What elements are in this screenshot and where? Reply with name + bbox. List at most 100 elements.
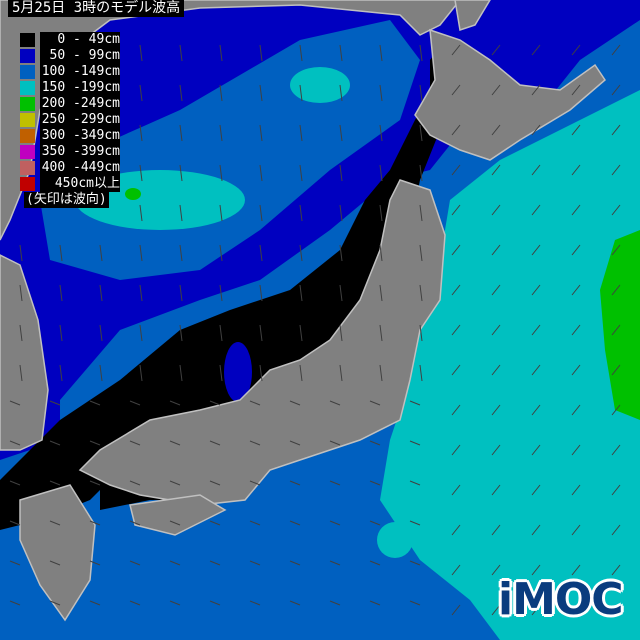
wave-direction-arrow <box>49 560 61 566</box>
wave-direction-arrow <box>139 84 143 102</box>
wave-direction-arrow <box>9 600 21 606</box>
wave-direction-arrow <box>19 324 23 342</box>
wave-direction-arrow <box>491 124 501 136</box>
zone-200-249-blob <box>125 188 141 200</box>
wave-direction-arrow <box>491 364 501 376</box>
wave-direction-arrow <box>409 600 421 606</box>
wave-direction-arrow <box>409 480 421 486</box>
wave-direction-arrow <box>139 164 143 182</box>
legend-swatch <box>20 65 35 79</box>
wave-direction-arrow <box>571 484 581 496</box>
wave-direction-arrow <box>419 204 423 222</box>
wave-direction-arrow <box>571 604 581 616</box>
wave-direction-arrow <box>419 84 423 102</box>
wave-direction-arrow <box>611 204 621 216</box>
wave-direction-arrow <box>379 124 383 142</box>
wave-direction-arrow <box>611 364 621 376</box>
legend-label: 50 - 99cm <box>40 48 120 64</box>
wave-direction-arrow <box>531 404 541 416</box>
wave-direction-arrow <box>289 440 301 446</box>
land <box>0 0 606 622</box>
wave-direction-arrow <box>491 204 501 216</box>
legend-item: 100 -149cm <box>20 64 120 80</box>
wave-direction-arrow <box>451 524 461 536</box>
wave-direction-arrow <box>339 204 343 222</box>
wave-direction-arrow <box>289 560 301 566</box>
wave-direction-arrow <box>571 324 581 336</box>
wave-direction-arrow <box>99 364 103 382</box>
wave-direction-arrow <box>419 364 423 382</box>
wave-direction-arrow <box>179 204 183 222</box>
legend-item: 400 -449cm <box>20 160 120 176</box>
wave-direction-arrow <box>611 124 621 136</box>
wave-direction-arrow <box>19 284 23 302</box>
wave-direction-arrow <box>329 400 341 406</box>
wave-direction-arrow <box>611 564 621 576</box>
wave-direction-arrow <box>329 520 341 526</box>
legend: 0 - 49cm 50 - 99cm 100 -149cm 150 -199cm 200… <box>20 32 120 192</box>
legend-label: 450cm以上 <box>40 176 120 192</box>
wave-direction-arrow <box>299 164 303 182</box>
wave-direction-arrow <box>451 124 461 136</box>
wave-direction-arrow <box>491 284 501 296</box>
wave-direction-arrow <box>531 124 541 136</box>
wave-direction-arrow <box>531 324 541 336</box>
legend-item: 450cm以上 <box>20 176 120 192</box>
wave-direction-arrow <box>89 600 101 606</box>
wave-direction-arrow <box>259 44 263 62</box>
wave-direction-arrow <box>379 44 383 62</box>
wave-direction-arrow <box>49 440 61 446</box>
wave-direction-arrow <box>129 400 141 406</box>
wave-direction-arrow <box>451 284 461 296</box>
wave-direction-arrow <box>451 324 461 336</box>
wave-direction-arrow <box>571 164 581 176</box>
legend-label: 0 - 49cm <box>40 32 120 48</box>
wave-direction-arrow <box>179 244 183 262</box>
land-honshu <box>78 179 446 506</box>
wave-direction-arrow <box>9 440 21 446</box>
wave-direction-arrow <box>571 124 581 136</box>
wave-direction-arrow <box>89 480 101 486</box>
wave-direction-arrow <box>531 84 541 96</box>
wave-direction-arrow <box>491 44 501 56</box>
wave-direction-arrow <box>249 480 261 486</box>
wave-direction-arrow <box>209 600 221 606</box>
wave-direction-arrow <box>571 364 581 376</box>
wave-direction-arrow <box>339 124 343 142</box>
wave-direction-arrow <box>329 440 341 446</box>
wave-direction-arrow <box>379 84 383 102</box>
wave-direction-arrow <box>379 324 383 342</box>
wave-direction-arrow <box>531 204 541 216</box>
legend-label: 200 -249cm <box>40 96 120 112</box>
land-sakhalin <box>454 0 491 31</box>
wave-direction-arrow <box>49 600 61 606</box>
wave-direction-arrow <box>179 324 183 342</box>
wave-direction-arrow <box>571 204 581 216</box>
wave-direction-arrow <box>99 324 103 342</box>
wave-direction-arrow <box>611 84 621 96</box>
wave-direction-arrow <box>611 604 621 616</box>
wave-direction-arrow <box>299 284 303 302</box>
wave-direction-arrow <box>299 44 303 62</box>
wave-direction-arrow <box>89 560 101 566</box>
wave-direction-arrow <box>299 364 303 382</box>
wave-direction-arrow <box>209 400 221 406</box>
wave-direction-arrow <box>139 284 143 302</box>
wave-direction-arrow <box>219 324 223 342</box>
wave-direction-arrow <box>259 204 263 222</box>
wave-direction-arrow <box>329 600 341 606</box>
legend-swatch <box>20 129 35 143</box>
wave-direction-arrow <box>611 244 621 256</box>
land-korea <box>0 254 49 451</box>
wave-direction-arrow <box>369 520 381 526</box>
wave-direction-arrow <box>339 164 343 182</box>
wave-direction-arrow <box>259 164 263 182</box>
legend-swatch <box>20 33 35 47</box>
wave-direction-arrow <box>169 440 181 446</box>
imoc-logo: iMOC <box>498 574 624 625</box>
wave-direction-arrow <box>289 520 301 526</box>
wave-direction-arrow <box>179 284 183 302</box>
wave-direction-arrow <box>409 520 421 526</box>
wave-direction-arrow <box>179 84 183 102</box>
